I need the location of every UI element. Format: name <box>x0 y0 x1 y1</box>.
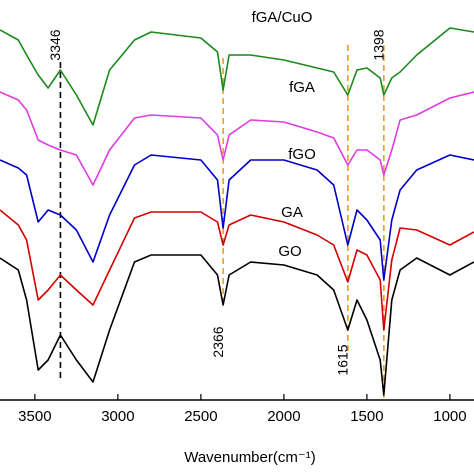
series-label: fGA <box>289 79 315 96</box>
x-tick-label: 2500 <box>184 408 217 425</box>
spectrum-line <box>0 91 474 186</box>
spectrum-line <box>0 209 474 331</box>
x-tick-label: 1000 <box>433 408 466 425</box>
annotation-label: 1398 <box>371 29 387 60</box>
spectrum-line <box>0 154 474 281</box>
series-label: GA <box>281 204 303 221</box>
x-tick-label: 1500 <box>350 408 383 425</box>
series-label: fGO <box>288 146 316 163</box>
annotation-label: 1615 <box>335 344 351 375</box>
x-tick-label: 3500 <box>18 408 51 425</box>
spectrum-line <box>0 27 474 126</box>
annotation-label: 2366 <box>210 326 226 357</box>
x-tick-label: 3000 <box>101 408 134 425</box>
series-label: GO <box>278 243 301 260</box>
spectrum-line <box>0 254 474 396</box>
series-label: fGA/CuO <box>252 9 313 26</box>
x-axis-label: Wavenumber(cm⁻¹) <box>184 449 316 466</box>
annotation-label: 3346 <box>47 29 63 60</box>
x-tick-label: 2000 <box>267 408 300 425</box>
